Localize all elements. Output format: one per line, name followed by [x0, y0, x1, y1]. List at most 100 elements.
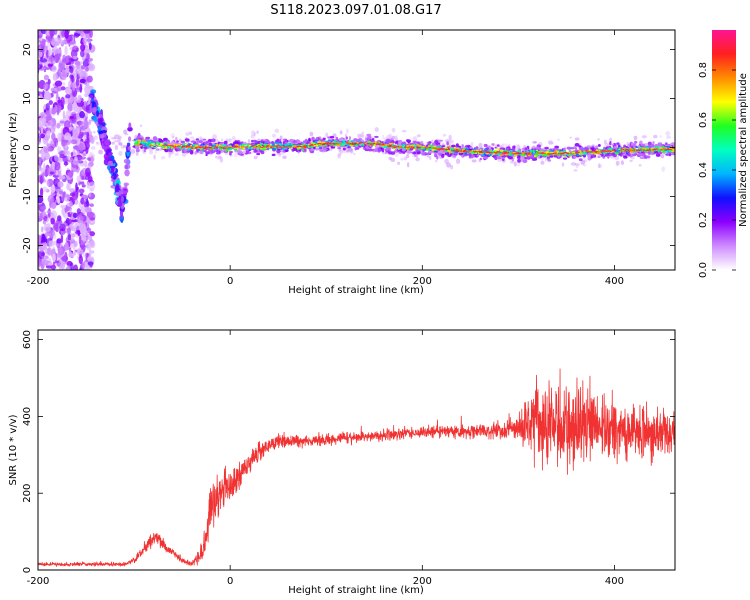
spectrogram-cell [102, 122, 106, 127]
spectrogram-cell [80, 121, 86, 130]
spectrogram-cell [434, 153, 438, 158]
spectrogram-cell [288, 143, 292, 145]
spectrogram-cell [397, 161, 401, 166]
spectrogram-cell [386, 146, 389, 151]
spectrogram-cell [47, 63, 53, 67]
spectrogram-cell [78, 188, 85, 194]
spectrogram-cell [448, 139, 454, 144]
spectrogram-cell [671, 142, 675, 146]
spectrogram-cell [525, 154, 529, 156]
spectrogram-cell [114, 144, 119, 151]
spectrogram-cell [74, 156, 78, 162]
spectrogram-cell [587, 155, 591, 159]
spectrogram-cell [194, 151, 197, 155]
spectrogram-cell [209, 148, 214, 150]
spectrogram-cell [127, 146, 131, 151]
spectrogram-cell [578, 152, 581, 155]
spectrogram-cell [385, 138, 391, 143]
spectrogram-cell [181, 146, 185, 148]
spectrogram-cell [497, 155, 502, 160]
spectrogram-cell [535, 149, 539, 152]
spectrogram-cell [87, 176, 93, 183]
spectrogram-cell [205, 153, 208, 157]
spectrogram-cell [431, 139, 434, 143]
spectrogram-cell [249, 148, 254, 150]
spectrogram-cell [75, 60, 80, 70]
spectrogram-cell [639, 156, 645, 160]
spectrogram-cell [45, 265, 53, 269]
spectrogram-cell [346, 128, 349, 134]
spectrogram-cell [84, 67, 89, 72]
spectrogram-cell [302, 140, 308, 144]
spectrogram-cell [188, 131, 193, 135]
spectrogram-cell [420, 140, 424, 144]
spectrogram-cell [75, 182, 78, 192]
spectrogram-cell [79, 49, 85, 58]
spectrogram-cell [448, 151, 452, 154]
spectrogram-cell [98, 149, 103, 155]
spectrogram-cell [499, 149, 504, 152]
spectrogram-cell [666, 135, 671, 139]
spectrogram-cell [205, 143, 210, 146]
spectrogram-cell [45, 83, 48, 90]
spectrogram-cell [60, 96, 65, 107]
spectrogram-cell [639, 148, 642, 150]
spectrogram-cell [278, 139, 282, 143]
spectrogram-cell [190, 140, 196, 143]
spectrogram-cell [44, 255, 49, 260]
spectrogram-cell [554, 145, 560, 149]
spectrogram-cell [539, 155, 543, 158]
spectrogram-cell [413, 154, 417, 157]
spectrogram-cell [86, 211, 95, 218]
spectrogram-cell [457, 147, 460, 150]
spectrogram-cell [51, 161, 55, 170]
spectrogram-cell [38, 45, 42, 51]
spectrogram-cell [57, 99, 61, 104]
spectrogram-cell [441, 145, 446, 148]
spectrogram-cell [92, 107, 97, 111]
spectrogram-cell [371, 137, 375, 141]
spectrogram-cell [72, 212, 78, 219]
spectrogram-cell [80, 181, 85, 185]
spectrogram-cell [491, 143, 495, 146]
spectrogram-cell [318, 146, 323, 150]
spectrogram-cell [337, 147, 342, 150]
spectrogram-cell [594, 156, 598, 160]
spectrogram-cell [82, 37, 88, 44]
spectrogram-cell [65, 194, 71, 198]
spectrogram-cell [620, 160, 624, 165]
spectrogram-cell [84, 167, 91, 177]
spectrogram-cell [412, 136, 418, 142]
spectrogram-cell [61, 255, 69, 262]
spectrogram-cell [276, 153, 281, 156]
spectrogram-cell [238, 150, 243, 155]
spectrogram-cell [659, 135, 662, 138]
spectrogram-cell [580, 154, 583, 157]
spectrogram-cell [61, 139, 68, 147]
spectrogram-cell [159, 142, 164, 146]
spectrogram-cell [52, 122, 57, 130]
spectrogram-cell [49, 30, 55, 37]
spectrogram-cell [40, 206, 47, 211]
spectrogram-cell [438, 152, 442, 156]
spectrogram-cell [635, 146, 638, 148]
spectrogram-cell [56, 146, 62, 153]
spectrogram-cell [394, 141, 398, 145]
spectrogram-cell [631, 150, 635, 152]
spectrogram-cell [289, 147, 292, 149]
spectrogram-cell [77, 69, 83, 78]
spectrogram-cell [426, 154, 430, 158]
spectrogram-cell [39, 233, 47, 244]
spectrogram-cell [451, 144, 456, 148]
spectrogram-cell [54, 104, 58, 112]
spectrogram-cell [218, 144, 221, 147]
spectrogram-cell [634, 148, 636, 150]
spectrogram-cell [297, 145, 302, 147]
spectrogram-cell [64, 30, 69, 39]
spectrogram-cell [417, 151, 421, 155]
spectrogram-cell [408, 145, 411, 147]
spectrogram-cell [427, 148, 432, 151]
spectrogram-cell [434, 159, 438, 163]
spectrogram-cell [483, 143, 488, 148]
spectrogram-cell [545, 151, 549, 154]
